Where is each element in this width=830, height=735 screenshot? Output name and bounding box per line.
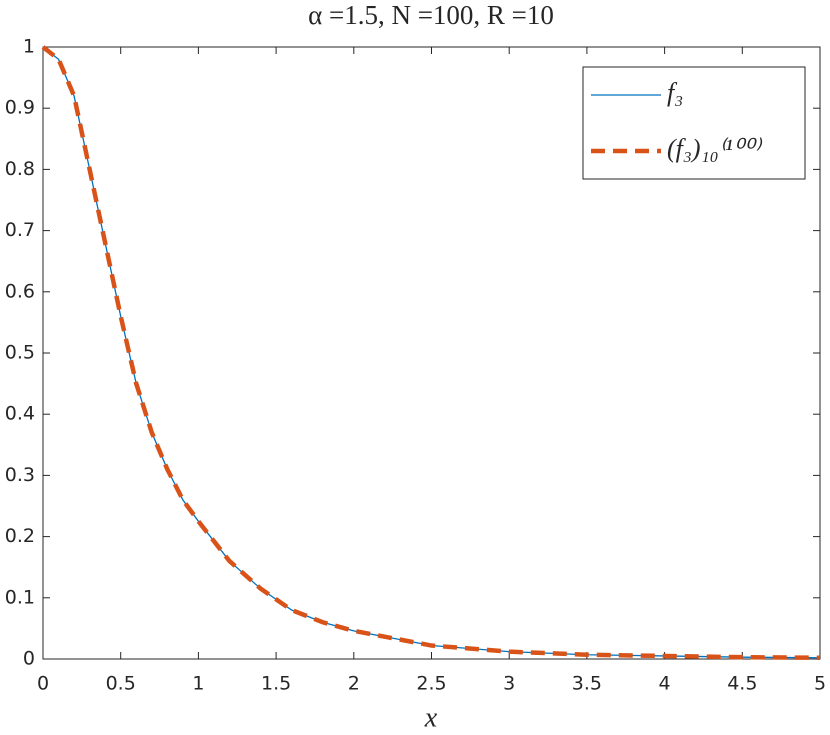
legend-box [582,66,806,180]
x-tick-label: 4 [659,673,671,695]
x-tick-label: 4.5 [727,673,757,695]
legend: f₃ (f₃)₁₀⁽¹⁰⁰⁾ [582,66,806,180]
legend-label: f₃ [667,78,683,107]
y-tick-label: 0 [23,648,35,670]
y-tick-label: 0.5 [5,342,35,364]
y-tick-label: 0.4 [5,403,35,425]
x-tick-label: 3.5 [572,673,602,695]
y-tick-label: 0.1 [5,586,35,608]
x-tick-label: 1.5 [261,673,291,695]
x-axis-label: x [424,702,438,733]
x-tick-label: 0 [37,673,49,695]
y-tick-label: 0.7 [5,219,35,241]
y-tick-label: 0.2 [5,525,35,547]
x-tick-label: 2 [348,673,360,695]
y-tick-label: 0.6 [5,280,35,302]
x-tick-label: 2.5 [416,673,446,695]
x-tick-label: 1 [192,673,204,695]
y-tick-label: 0.8 [5,158,35,180]
series-line [41,45,821,661]
y-tick-label: 0.3 [5,464,35,486]
y-tick-label: 1 [23,36,35,58]
legend-label: (f₃)₁₀⁽¹⁰⁰⁾ [667,134,763,163]
y-tick-label: 0.9 [5,97,35,119]
chart-title: α =1.5, N =100, R =10 [308,0,554,30]
x-tick-label: 5 [814,673,826,695]
x-tick-label: 3 [503,673,515,695]
x-tick-label: 0.5 [106,673,136,695]
